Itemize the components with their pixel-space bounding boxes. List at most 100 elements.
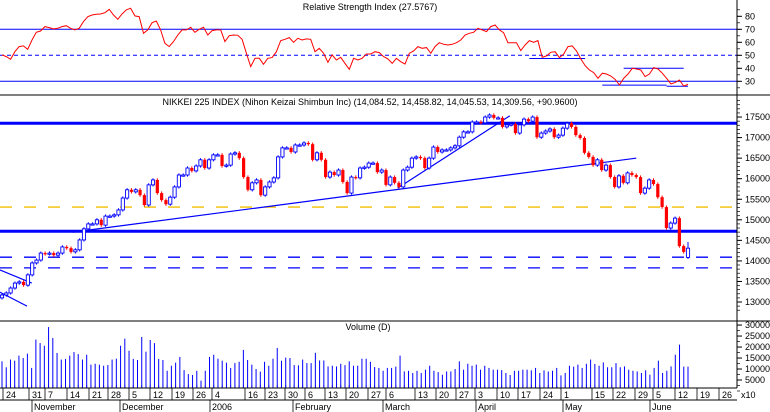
candle (526, 119, 530, 122)
candle (448, 147, 453, 151)
date-label: 27 (371, 390, 381, 400)
candle (138, 189, 142, 196)
candle (677, 218, 681, 247)
date-label: 19 (175, 390, 185, 400)
candle (530, 116, 535, 122)
candle (487, 114, 492, 118)
candle (587, 152, 591, 157)
candle (254, 179, 259, 184)
candle (517, 124, 522, 134)
candle (384, 170, 388, 185)
candle (500, 117, 505, 127)
candle (176, 174, 181, 188)
candle (582, 138, 587, 153)
candle (86, 223, 91, 230)
candle (323, 159, 328, 178)
candle (21, 281, 26, 286)
candle (207, 159, 212, 169)
candle (271, 177, 276, 183)
y-tick-label: 50 (745, 50, 755, 60)
month-label: November (34, 402, 76, 412)
date-label: 24 (6, 390, 16, 400)
candle (444, 149, 449, 152)
candle (103, 215, 108, 226)
y-tick-label: 30 (745, 76, 755, 86)
candle (418, 156, 423, 159)
month-label: April (478, 402, 496, 412)
candle (470, 121, 475, 133)
candle (651, 179, 656, 185)
rsi-title: Relative Strength Index (27.5767) (303, 2, 438, 12)
candle (465, 131, 471, 134)
candle (224, 164, 229, 167)
candle (457, 136, 462, 147)
candle (509, 123, 514, 126)
candle (682, 246, 686, 252)
date-label: 6 (308, 390, 313, 400)
candle (401, 169, 406, 188)
candle (194, 165, 199, 172)
date-label: 24 (543, 390, 553, 400)
candle (250, 182, 255, 191)
candle (52, 253, 56, 256)
candle (25, 274, 30, 286)
candle (65, 246, 69, 249)
candle (560, 127, 565, 136)
candle (133, 189, 138, 193)
date-label: 17 (521, 390, 531, 400)
candle (112, 214, 117, 217)
candle (276, 156, 281, 179)
date-label: 13 (328, 390, 338, 400)
candle (591, 156, 595, 166)
date-label: 5 (656, 390, 661, 400)
candle (263, 186, 268, 196)
candle (8, 287, 13, 294)
candle (496, 117, 501, 120)
candle (547, 128, 552, 132)
candle (358, 167, 363, 179)
candle (336, 169, 341, 176)
candle (215, 154, 220, 157)
candle (664, 207, 669, 229)
candle (185, 167, 190, 176)
candle (164, 200, 168, 205)
candle (474, 121, 479, 124)
date-label: 16 (248, 390, 258, 400)
date-label: 14 (70, 390, 80, 400)
candle (492, 114, 496, 118)
candle (142, 195, 146, 206)
candle (246, 177, 250, 190)
candle (211, 154, 216, 161)
candle (452, 145, 458, 149)
candle (289, 147, 293, 152)
candle (232, 152, 238, 155)
candle (685, 247, 691, 258)
date-label: 10 (500, 390, 510, 400)
candle (397, 182, 401, 187)
y-tick-label: 5000 (745, 375, 765, 385)
candle (673, 217, 678, 224)
candle (483, 116, 488, 124)
candle (306, 142, 310, 145)
candle (656, 184, 660, 198)
candle (362, 166, 367, 169)
candle (34, 259, 39, 264)
candle (203, 159, 207, 169)
y-tick-label: 40 (745, 63, 755, 73)
candle (284, 147, 289, 150)
candle (17, 281, 22, 284)
candle (375, 163, 379, 173)
candle (405, 166, 410, 171)
candle (436, 147, 440, 152)
candle (319, 152, 323, 160)
candle (479, 121, 483, 124)
rsi-panel (0, 7, 737, 87)
candle (12, 282, 17, 289)
date-label: 7 (48, 390, 53, 400)
volume-unit-label: x10 (741, 390, 756, 400)
candle (595, 159, 600, 166)
candle (314, 152, 320, 161)
candle (181, 174, 186, 177)
candle (354, 177, 358, 179)
